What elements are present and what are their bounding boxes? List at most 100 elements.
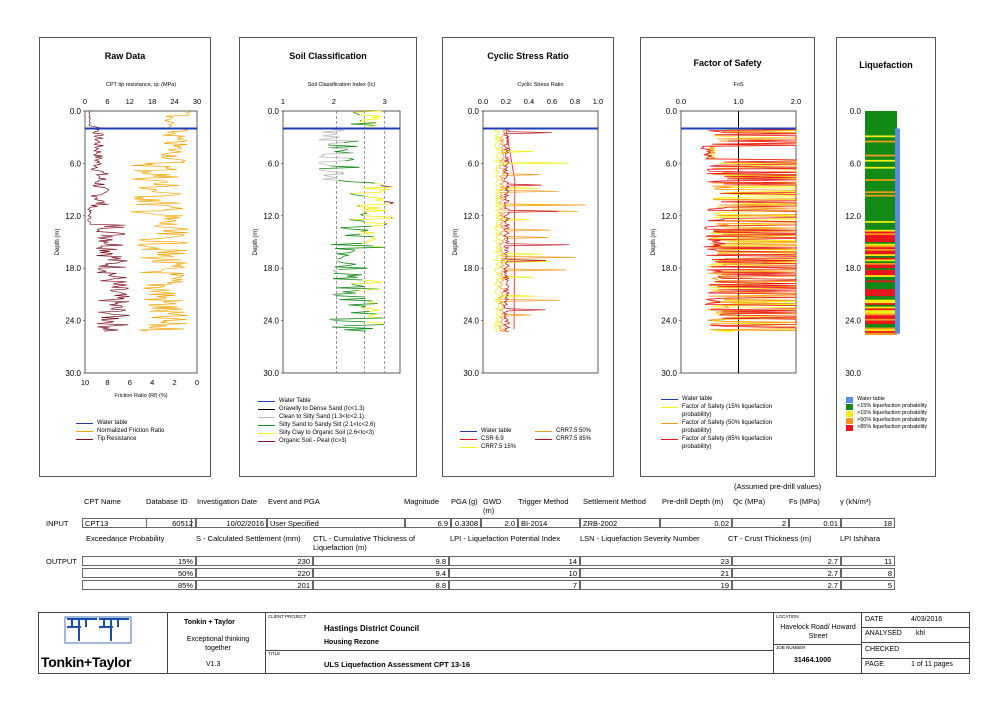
ic-segment bbox=[319, 169, 328, 172]
depth-axis-label: Depth (m) bbox=[453, 229, 459, 256]
ic-segment bbox=[345, 235, 375, 238]
liquefaction-band bbox=[865, 217, 897, 220]
ic-segment bbox=[349, 193, 356, 196]
ic-segment bbox=[336, 287, 380, 290]
ic-segment bbox=[319, 163, 327, 166]
title-label: TITLE bbox=[268, 651, 281, 656]
ic-segment bbox=[359, 203, 391, 206]
job-number: 31464.1000 bbox=[794, 657, 831, 664]
output-header: LSN - Liquefaction Severity Number bbox=[580, 534, 700, 543]
liquefaction-band bbox=[865, 138, 897, 142]
depth-tick-label: 18.0 bbox=[65, 264, 81, 273]
liquefaction-band bbox=[865, 222, 897, 225]
depth-axis-label: Depth (m) bbox=[651, 229, 657, 256]
ic-segment bbox=[357, 206, 381, 209]
depth-tick-label: 18.0 bbox=[845, 264, 861, 273]
depth-tick-label: 24.0 bbox=[65, 317, 81, 326]
crr-line bbox=[502, 128, 570, 333]
liquefaction-band bbox=[865, 152, 897, 156]
liquefaction-band bbox=[865, 144, 897, 147]
ic-segment bbox=[383, 223, 388, 226]
liquefaction-band bbox=[865, 130, 897, 133]
ic-segment bbox=[361, 241, 368, 244]
ic-segment bbox=[338, 267, 368, 270]
liquefaction-band bbox=[865, 311, 897, 315]
output-header: CT - Crust Thickness (m) bbox=[728, 534, 812, 543]
liquefaction-band bbox=[865, 194, 897, 197]
x-tick-label: 24 bbox=[170, 97, 178, 106]
liquefaction-band bbox=[865, 250, 897, 253]
bottom-tick-label: 10 bbox=[81, 378, 89, 387]
legend-label: >15% liquefaction probability bbox=[857, 410, 928, 416]
legend-swatch bbox=[661, 423, 678, 424]
ic-segment bbox=[344, 328, 373, 331]
liquefaction-band bbox=[865, 116, 897, 119]
ic-segment bbox=[350, 123, 377, 126]
assumed-predrill-label: (Assumed pre-drill values) bbox=[734, 482, 822, 491]
liquefaction-band bbox=[865, 200, 897, 203]
liquefaction-band bbox=[865, 196, 897, 199]
ic-segment bbox=[338, 261, 345, 264]
depth-tick-label: 24.0 bbox=[661, 317, 677, 326]
liquefaction-band bbox=[865, 248, 897, 252]
liquefaction-band bbox=[865, 318, 897, 321]
legend: Water table Factor of Safety (15% liquef… bbox=[661, 395, 801, 451]
input-cell: 0.01 bbox=[789, 518, 841, 528]
depth-tick-label: 30.0 bbox=[65, 369, 81, 378]
liquefaction-band bbox=[865, 276, 897, 280]
liquefaction-band bbox=[865, 261, 897, 264]
output-cell: 9.8 bbox=[313, 556, 449, 566]
liquefaction-band bbox=[865, 269, 897, 273]
ic-segment bbox=[370, 237, 376, 240]
ic-segment bbox=[344, 329, 366, 332]
liquefaction-band bbox=[865, 175, 897, 178]
depth-axis-label: Depth (m) bbox=[55, 229, 61, 256]
liquefaction-band bbox=[865, 317, 897, 320]
liquefaction-band bbox=[865, 131, 897, 135]
ic-segment bbox=[339, 299, 373, 302]
ic-segment bbox=[332, 270, 338, 273]
ic-segment bbox=[364, 210, 386, 213]
liquefaction-band bbox=[865, 308, 897, 311]
ic-segment bbox=[332, 269, 339, 272]
liquefaction-band bbox=[865, 117, 897, 121]
legend-label: Factor of Safety (85% liquefaction proba… bbox=[682, 436, 773, 450]
liquefaction-band bbox=[865, 292, 897, 295]
output-cell: 5 bbox=[841, 580, 895, 590]
legend-label: CRR7.5 15% bbox=[481, 444, 517, 450]
ic-segment bbox=[332, 294, 336, 297]
ic-segment bbox=[336, 260, 339, 262]
legend-label: >85% liquefaction probability bbox=[857, 424, 928, 430]
checked-label: CHECKED bbox=[865, 646, 900, 653]
ic-segment bbox=[348, 304, 366, 307]
ic-segment bbox=[369, 309, 380, 312]
bottom-tick-label: 6 bbox=[128, 378, 132, 387]
output-cell: 15% bbox=[82, 556, 196, 566]
output-header: Exceedance Probability bbox=[86, 534, 165, 543]
ic-segment bbox=[337, 252, 350, 255]
ic-segment bbox=[353, 249, 356, 252]
liquefaction-band bbox=[865, 228, 897, 231]
ic-segment bbox=[322, 135, 340, 138]
liquefaction-band bbox=[865, 264, 897, 267]
plot-frame bbox=[84, 110, 198, 374]
ic-segment bbox=[334, 266, 368, 269]
ic-segment bbox=[335, 295, 365, 298]
x-tick-label: 1.0 bbox=[733, 97, 743, 106]
output-row-label: OUTPUT bbox=[46, 557, 77, 566]
depth-tick-label: 0.0 bbox=[850, 107, 862, 116]
input-row-label: INPUT bbox=[46, 519, 69, 528]
output-cell: 23 bbox=[580, 556, 732, 566]
ic-segment bbox=[322, 130, 345, 133]
ic-segment bbox=[355, 194, 365, 197]
ic-segment bbox=[363, 187, 390, 190]
liquefaction-band bbox=[865, 229, 897, 232]
liquefaction-band bbox=[865, 259, 897, 262]
ic-segment bbox=[358, 288, 380, 291]
ic-segment bbox=[345, 159, 355, 162]
depth-tick-label: 24.0 bbox=[263, 317, 279, 326]
input-header: Investigation Date bbox=[197, 497, 258, 506]
liquefaction-band bbox=[865, 280, 897, 283]
liquefaction-band bbox=[865, 245, 897, 248]
ic-segment bbox=[328, 142, 344, 145]
